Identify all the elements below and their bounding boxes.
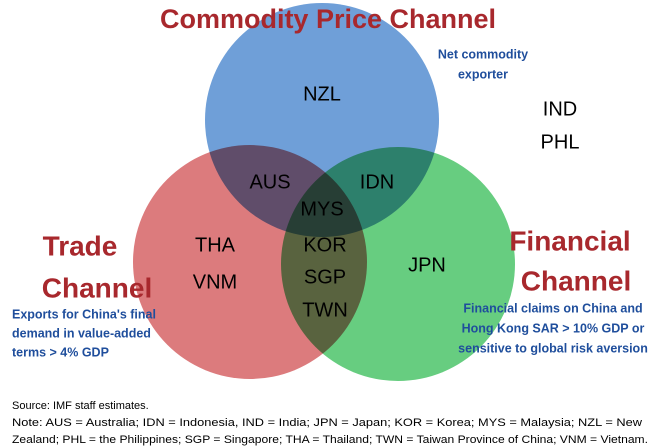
channel-note: Net commodity bbox=[438, 47, 528, 61]
channel-title: Trade bbox=[43, 230, 118, 261]
channel-title: Financial bbox=[509, 225, 630, 256]
channel-title: Channel bbox=[521, 265, 631, 296]
country-label: THA bbox=[195, 234, 236, 256]
channel-note: exporter bbox=[458, 67, 508, 81]
source: Source: IMF staff estimates. bbox=[12, 400, 149, 412]
footnote: Note: AUS = Australia; IDN = Indonesia, … bbox=[12, 417, 642, 429]
country-label: TWN bbox=[302, 299, 348, 321]
country-label: KOR bbox=[303, 234, 346, 256]
channel-note: demand in value-added bbox=[12, 326, 151, 340]
channel-note: sensitive to global risk aversion bbox=[458, 341, 648, 355]
country-label: PHL bbox=[541, 131, 580, 153]
country-label: IND bbox=[543, 98, 577, 120]
channel-title: Channel bbox=[42, 272, 152, 303]
channel-note: terms > 4% GDP bbox=[12, 345, 109, 359]
country-label: NZL bbox=[303, 83, 341, 105]
channel-title: Commodity Price Channel bbox=[160, 4, 496, 34]
country-label: VNM bbox=[193, 271, 237, 293]
country-label: SGP bbox=[304, 266, 346, 288]
country-label: AUS bbox=[249, 171, 290, 193]
channel-note: Hong Kong SAR > 10% GDP or bbox=[462, 321, 645, 335]
country-label: JPN bbox=[408, 254, 446, 276]
channel-note: Exports for China's final bbox=[12, 307, 156, 321]
circles bbox=[133, 3, 515, 381]
financial-circle bbox=[281, 147, 515, 381]
country-label: MYS bbox=[300, 198, 343, 220]
footnote: Zealand; PHL = the Philippines; SGP = Si… bbox=[12, 434, 648, 446]
country-label: IDN bbox=[360, 171, 394, 193]
channel-note: Financial claims on China and bbox=[463, 301, 642, 315]
